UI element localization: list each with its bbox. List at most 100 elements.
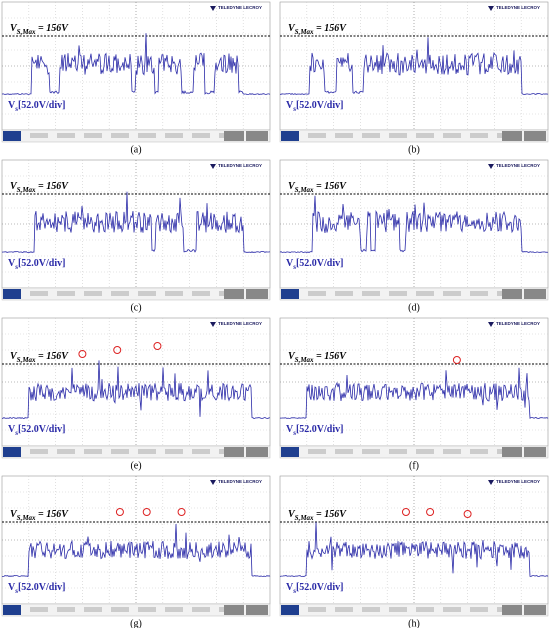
vdiv-label: Vs[52.0V/div] bbox=[286, 424, 343, 436]
waveform bbox=[279, 37, 549, 96]
waveform bbox=[279, 522, 549, 577]
measure-cell bbox=[335, 133, 353, 138]
panel-label: (d) bbox=[408, 302, 420, 313]
vdiv-label: Vs[52.0V/div] bbox=[8, 582, 65, 594]
panel-label: (a) bbox=[130, 144, 141, 155]
measure-cell bbox=[165, 133, 183, 138]
symbol: V bbox=[8, 100, 16, 111]
measure-cell bbox=[389, 449, 407, 454]
measure-cell bbox=[30, 449, 48, 454]
value: [52.0V/div] bbox=[18, 582, 66, 593]
channel-box bbox=[3, 289, 21, 299]
measure-cell bbox=[30, 607, 48, 612]
brand: TELEDYNE LECROY bbox=[218, 5, 262, 10]
timebase-box bbox=[224, 447, 244, 457]
measure-cell bbox=[416, 291, 434, 296]
measure-cell bbox=[84, 291, 102, 296]
peak-marker bbox=[142, 508, 151, 516]
peak-marker bbox=[463, 510, 472, 518]
vmax-label: VS,Max = 156V bbox=[288, 509, 347, 521]
measure-cell bbox=[84, 607, 102, 612]
symbol: V bbox=[288, 509, 296, 520]
brand: TELEDYNE LECROY bbox=[496, 163, 540, 168]
symbol: V bbox=[286, 424, 294, 435]
peak-marker bbox=[426, 508, 435, 516]
value: [52.0V/div] bbox=[18, 258, 66, 269]
symbol: V bbox=[8, 424, 16, 435]
logo-icon bbox=[488, 322, 494, 327]
measure-cell bbox=[165, 291, 183, 296]
measure-cell bbox=[138, 291, 156, 296]
measure-cell bbox=[57, 449, 75, 454]
vdiv-label: Vs[52.0V/div] bbox=[8, 424, 65, 436]
measure-cell bbox=[84, 133, 102, 138]
panel-label: (g) bbox=[130, 618, 142, 628]
measure-cell bbox=[443, 133, 461, 138]
subscript: S,Max bbox=[17, 514, 36, 522]
waveform bbox=[279, 367, 549, 419]
subscript: s bbox=[15, 263, 18, 271]
measure-cell bbox=[111, 449, 129, 454]
measure-cell bbox=[443, 449, 461, 454]
subscript: s bbox=[15, 587, 18, 595]
value: [52.0V/div] bbox=[296, 424, 344, 435]
channel-box bbox=[281, 131, 299, 141]
symbol: V bbox=[10, 351, 18, 362]
timebase-box bbox=[224, 289, 244, 299]
channel-box bbox=[3, 131, 21, 141]
logo-icon bbox=[488, 164, 494, 169]
channel-box bbox=[3, 447, 21, 457]
value: = 156V bbox=[36, 181, 70, 192]
subscript: S,Max bbox=[17, 356, 36, 364]
measure-cell bbox=[443, 291, 461, 296]
measure-cell bbox=[111, 291, 129, 296]
measure-cell bbox=[192, 607, 210, 612]
measure-cell bbox=[389, 607, 407, 612]
timebase-box bbox=[502, 289, 522, 299]
value: = 156V bbox=[36, 509, 70, 520]
measure-cell bbox=[57, 133, 75, 138]
subscript: S,Max bbox=[295, 514, 314, 522]
vdiv-label: Vs[52.0V/div] bbox=[286, 582, 343, 594]
measure-cell bbox=[362, 449, 380, 454]
peak-marker bbox=[401, 508, 410, 516]
brand: TELEDYNE LECROY bbox=[496, 5, 540, 10]
channel-box bbox=[281, 447, 299, 457]
timebase-box bbox=[224, 605, 244, 615]
subscript: S,Max bbox=[17, 28, 36, 36]
symbol: V bbox=[10, 181, 18, 192]
measure-cell bbox=[30, 291, 48, 296]
subscript: S,Max bbox=[295, 356, 314, 364]
value: = 156V bbox=[314, 351, 348, 362]
logo-icon bbox=[488, 480, 494, 485]
measure-cell bbox=[308, 291, 326, 296]
measure-cell bbox=[308, 133, 326, 138]
symbol: V bbox=[286, 258, 294, 269]
trigger-box bbox=[246, 131, 268, 141]
measure-cell bbox=[84, 449, 102, 454]
peak-marker bbox=[115, 508, 124, 516]
measure-cell bbox=[308, 607, 326, 612]
brand: TELEDYNE LECROY bbox=[218, 321, 262, 326]
measure-cell bbox=[192, 291, 210, 296]
measure-cell bbox=[335, 449, 353, 454]
measure-cell bbox=[470, 291, 488, 296]
channel-box bbox=[281, 605, 299, 615]
measure-cell bbox=[470, 133, 488, 138]
peak-marker bbox=[153, 342, 162, 350]
vmax-label: VS,Max = 156V bbox=[288, 23, 347, 35]
subscript: s bbox=[293, 263, 296, 271]
symbol: V bbox=[10, 23, 18, 34]
subscript: s bbox=[15, 429, 18, 437]
symbol: V bbox=[286, 100, 294, 111]
vmax-label: VS,Max = 156V bbox=[10, 181, 69, 193]
logo-icon bbox=[488, 6, 494, 11]
peak-marker bbox=[113, 346, 122, 354]
measure-cell bbox=[138, 449, 156, 454]
measure-cell bbox=[57, 607, 75, 612]
